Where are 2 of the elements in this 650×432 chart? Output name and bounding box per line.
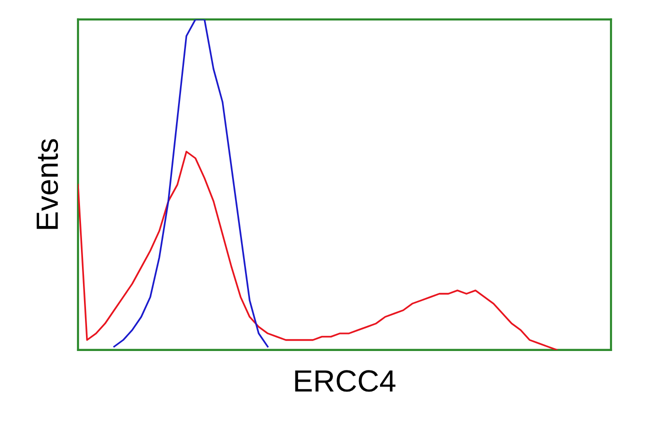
x-axis-title: ERCC4 [295,370,396,392]
y-axis-title: Events [36,139,58,229]
